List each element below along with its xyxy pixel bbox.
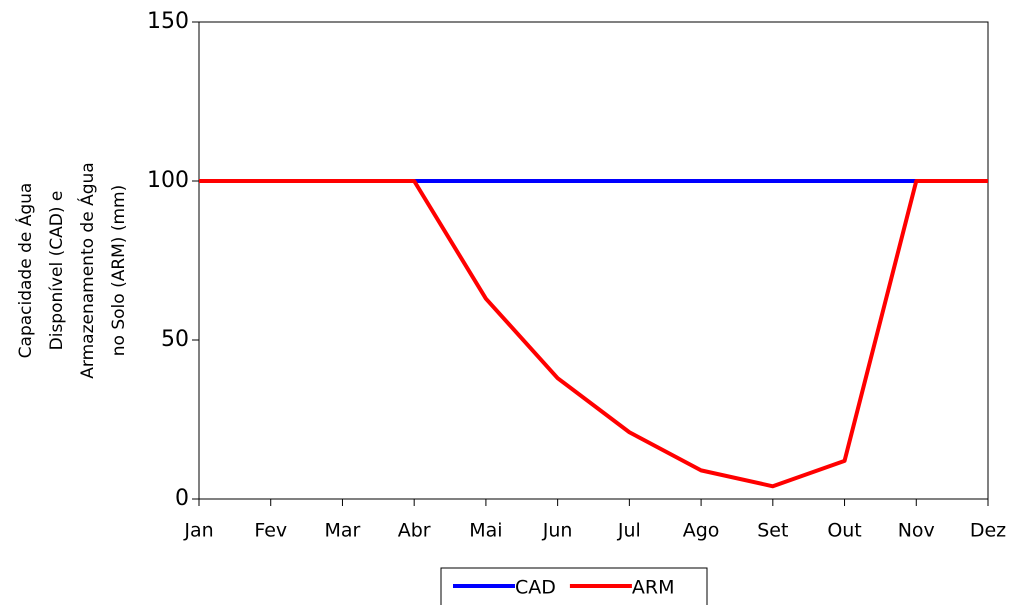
y-tick-label: 50 bbox=[161, 327, 189, 352]
x-tick-label: Abr bbox=[398, 520, 431, 542]
x-tick-label: Set bbox=[757, 520, 788, 542]
x-tick-label: Jan bbox=[183, 520, 213, 542]
x-tick-label: Fev bbox=[254, 520, 287, 542]
x-tick-label: Ago bbox=[683, 520, 720, 542]
y-tick-label: 0 bbox=[175, 486, 189, 511]
x-tick-label: Nov bbox=[898, 520, 935, 542]
x-tick-label: Jul bbox=[617, 520, 641, 542]
x-tick-label: Mai bbox=[469, 520, 502, 542]
y-axis-label: Disponível (CAD) e bbox=[47, 191, 67, 351]
x-tick-label: Dez bbox=[970, 520, 1006, 542]
y-axis-label: Armazenamento de Água bbox=[76, 162, 98, 378]
legend-label: CAD bbox=[515, 577, 556, 599]
x-tick-label: Jun bbox=[542, 520, 573, 542]
line-series bbox=[199, 179, 988, 489]
y-tick-label: 150 bbox=[147, 9, 189, 34]
legend-label: ARM bbox=[632, 577, 675, 599]
x-tick-label: Mar bbox=[325, 520, 361, 542]
plot-area bbox=[198, 21, 989, 500]
x-tick-label: Out bbox=[827, 520, 861, 542]
y-axis-label: Capacidade de Água bbox=[14, 183, 36, 359]
y-tick-label: 100 bbox=[147, 168, 189, 193]
y-axis-label: no Solo (ARM) (mm) bbox=[109, 185, 129, 356]
